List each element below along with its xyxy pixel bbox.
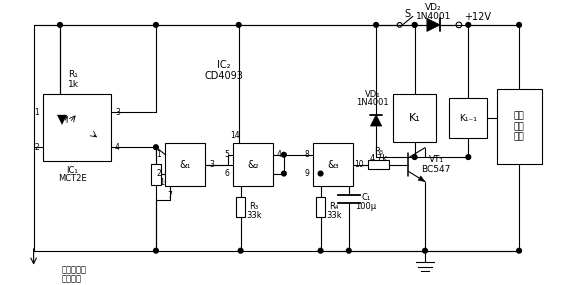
Text: 3: 3: [115, 108, 120, 117]
Text: &₂: &₂: [247, 160, 258, 170]
Text: C₁: C₁: [361, 193, 371, 201]
Text: 1N4001: 1N4001: [416, 12, 451, 21]
Circle shape: [346, 248, 351, 253]
Text: IC₂: IC₂: [217, 60, 231, 70]
Circle shape: [466, 155, 470, 159]
Text: 4.7k: 4.7k: [369, 154, 387, 164]
Bar: [233, 143, 272, 186]
Circle shape: [517, 248, 522, 253]
Circle shape: [236, 23, 241, 27]
Text: 100k: 100k: [159, 178, 179, 188]
Text: 4: 4: [277, 150, 281, 159]
Text: 14: 14: [230, 131, 240, 141]
Bar: [151, 164, 161, 185]
Text: 1N4001: 1N4001: [356, 97, 389, 107]
Text: 6: 6: [224, 169, 229, 178]
Text: 9: 9: [304, 169, 309, 178]
Circle shape: [58, 23, 62, 27]
Bar: [496, 89, 541, 164]
Polygon shape: [418, 176, 425, 182]
Circle shape: [153, 23, 158, 27]
Text: 4: 4: [115, 143, 120, 152]
Text: CD4093: CD4093: [204, 71, 243, 81]
Polygon shape: [58, 115, 67, 125]
Text: 2: 2: [34, 143, 39, 152]
Text: IC₁: IC₁: [67, 166, 78, 175]
Bar: [313, 143, 352, 186]
Text: 系统外壳: 系统外壳: [62, 274, 82, 283]
Bar: [368, 160, 389, 169]
Bar: [55, 97, 65, 118]
Text: R₃: R₃: [249, 202, 258, 211]
Circle shape: [153, 145, 158, 150]
Text: 1: 1: [34, 108, 39, 117]
Polygon shape: [371, 115, 382, 126]
Text: R₄: R₄: [329, 202, 338, 211]
Text: R₁: R₁: [68, 70, 78, 79]
Bar: [165, 143, 205, 186]
Text: 8: 8: [304, 150, 309, 159]
Text: 10: 10: [354, 160, 364, 169]
Text: K₁₋₁: K₁₋₁: [459, 113, 477, 123]
Circle shape: [153, 248, 158, 253]
Text: 音响
报警
电路: 音响 报警 电路: [514, 112, 525, 141]
Circle shape: [517, 23, 522, 27]
Text: S: S: [404, 9, 410, 19]
Circle shape: [318, 248, 323, 253]
Circle shape: [412, 155, 417, 159]
Text: 33k: 33k: [326, 211, 342, 220]
Text: BC547: BC547: [422, 165, 451, 174]
Circle shape: [238, 248, 243, 253]
Text: 7: 7: [168, 191, 173, 200]
Text: 1: 1: [156, 150, 161, 159]
Bar: [450, 98, 487, 138]
Text: VD₂: VD₂: [425, 3, 442, 13]
Text: VT₁: VT₁: [429, 155, 444, 164]
Bar: [393, 93, 437, 142]
Circle shape: [318, 171, 323, 176]
Text: MCT2E: MCT2E: [58, 174, 86, 183]
Text: 100μ: 100μ: [355, 202, 376, 211]
Bar: [43, 93, 111, 161]
Text: +12V: +12V: [464, 12, 491, 22]
Circle shape: [412, 23, 417, 27]
Text: 2: 2: [156, 169, 161, 178]
Text: 3: 3: [209, 160, 214, 169]
Text: 5: 5: [224, 150, 229, 159]
Circle shape: [466, 23, 470, 27]
Text: 33k: 33k: [246, 211, 262, 220]
Polygon shape: [427, 18, 440, 31]
Circle shape: [281, 171, 287, 176]
Circle shape: [281, 152, 287, 157]
Text: &₃: &₃: [327, 160, 338, 170]
Bar: [316, 197, 325, 217]
Circle shape: [422, 248, 428, 253]
Text: &₁: &₁: [179, 160, 191, 170]
Text: R₅: R₅: [374, 147, 383, 156]
Text: 1k: 1k: [68, 80, 78, 89]
Text: R₂: R₂: [165, 169, 174, 178]
Text: 接汽车音响: 接汽车音响: [62, 265, 87, 274]
Text: K₁: K₁: [409, 113, 421, 123]
Circle shape: [374, 23, 378, 27]
Bar: [236, 197, 245, 217]
Text: VD₁: VD₁: [364, 90, 380, 99]
